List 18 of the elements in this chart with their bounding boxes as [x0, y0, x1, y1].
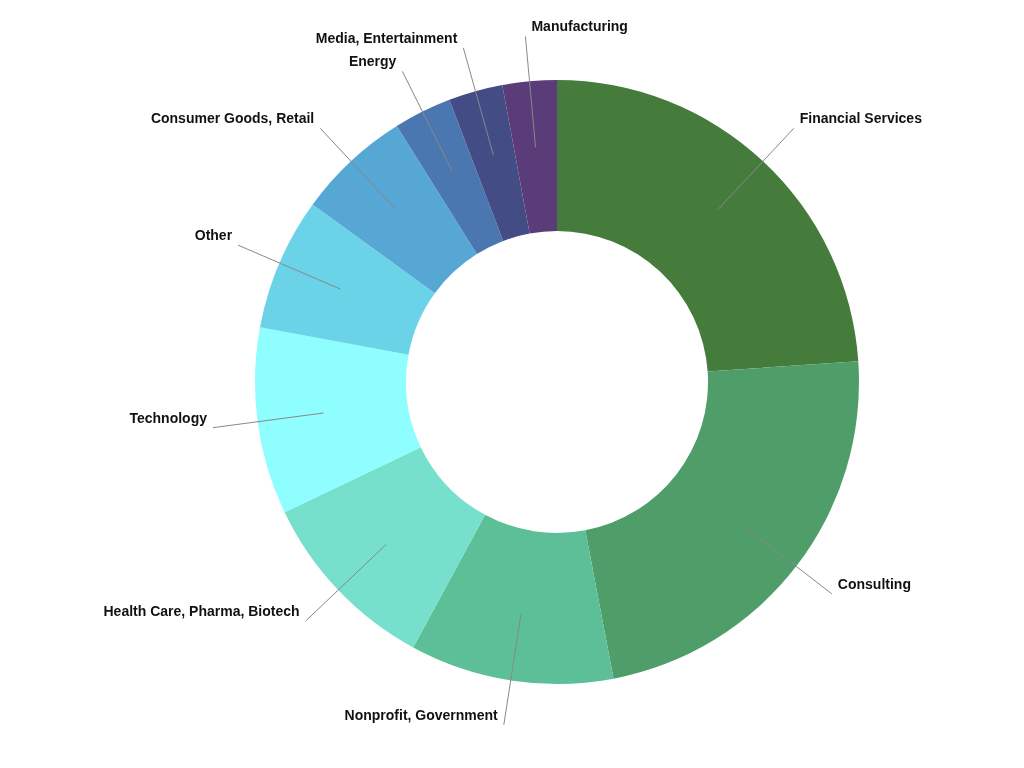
slice-label: Other: [194, 227, 233, 244]
donut-slice: [396, 99, 504, 254]
slice-label: Technology: [129, 409, 208, 426]
slice-label: Health Care, Pharma, Biotech: [103, 603, 300, 620]
slice-label: Energy: [348, 53, 397, 70]
slice-label: Financial Services: [799, 110, 923, 127]
donut-slice: [312, 126, 477, 294]
donut-slice: [557, 80, 859, 372]
donut-slice: [413, 514, 614, 684]
slice-label: Consulting: [837, 575, 911, 592]
slice-label: Media, Entertainment: [315, 29, 458, 46]
slice-label: Manufacturing: [531, 18, 628, 35]
slice-label: Consumer Goods, Retail: [150, 110, 315, 127]
donut-slice: [449, 85, 530, 241]
donut-slice: [502, 80, 557, 234]
donut-slice: [260, 204, 435, 355]
donut-slice: [255, 327, 421, 513]
slice-label: Nonprofit, Government: [344, 706, 499, 723]
